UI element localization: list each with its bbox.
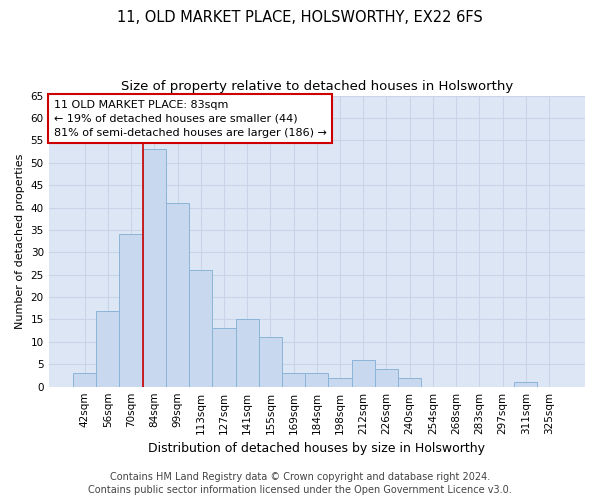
Bar	[189, 270, 212, 386]
Title: Size of property relative to detached houses in Holsworthy: Size of property relative to detached ho…	[121, 80, 513, 93]
Bar	[236, 320, 259, 386]
Bar	[282, 373, 305, 386]
Text: 11 OLD MARKET PLACE: 83sqm
← 19% of detached houses are smaller (44)
81% of semi: 11 OLD MARKET PLACE: 83sqm ← 19% of deta…	[54, 100, 327, 138]
Bar	[119, 234, 143, 386]
Bar	[259, 338, 282, 386]
Text: Contains HM Land Registry data © Crown copyright and database right 2024.
Contai: Contains HM Land Registry data © Crown c…	[88, 472, 512, 495]
Bar	[96, 310, 119, 386]
Bar	[73, 373, 96, 386]
Bar	[143, 150, 166, 386]
Bar	[514, 382, 538, 386]
Bar	[375, 369, 398, 386]
Bar	[212, 328, 236, 386]
Bar	[398, 378, 421, 386]
Text: 11, OLD MARKET PLACE, HOLSWORTHY, EX22 6FS: 11, OLD MARKET PLACE, HOLSWORTHY, EX22 6…	[117, 10, 483, 25]
Bar	[305, 373, 328, 386]
Bar	[166, 203, 189, 386]
X-axis label: Distribution of detached houses by size in Holsworthy: Distribution of detached houses by size …	[148, 442, 485, 455]
Bar	[328, 378, 352, 386]
Bar	[352, 360, 375, 386]
Y-axis label: Number of detached properties: Number of detached properties	[15, 154, 25, 329]
